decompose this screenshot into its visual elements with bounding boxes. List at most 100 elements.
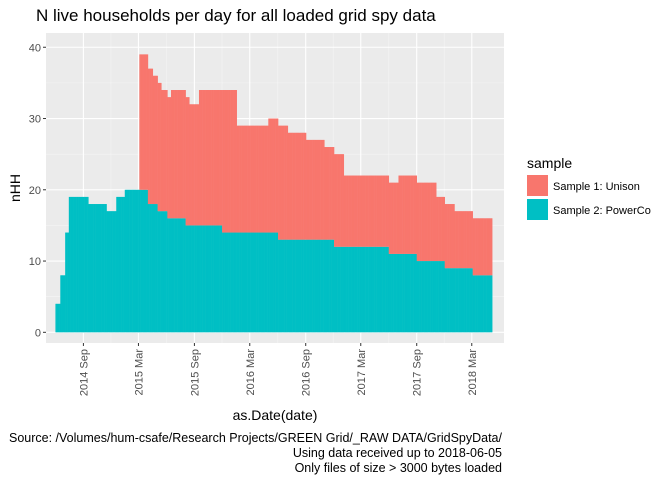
bar-powerco — [141, 189, 144, 333]
bar-powerco — [420, 261, 422, 333]
bar-powerco — [71, 196, 73, 333]
bar-unison — [296, 132, 298, 240]
bar-unison — [169, 97, 172, 219]
bar-powerco — [332, 239, 335, 333]
bar-powerco — [262, 232, 264, 333]
bar-unison — [304, 132, 307, 240]
bar-unison — [478, 218, 481, 276]
bar-unison — [229, 90, 231, 233]
bar-unison — [426, 182, 428, 262]
bar-unison — [252, 125, 255, 233]
bar-unison — [184, 90, 186, 219]
bar-powerco — [143, 189, 145, 333]
bar-powerco — [122, 196, 124, 333]
bar-unison — [262, 125, 264, 233]
bar-powerco — [303, 239, 306, 333]
bar-powerco — [442, 261, 444, 333]
bar-unison — [235, 90, 237, 233]
bar-powerco — [376, 246, 379, 333]
caption-received: Using data received up to 2018-06-05 — [292, 446, 502, 460]
bar-unison — [359, 175, 362, 247]
bar-powerco — [387, 246, 390, 333]
bar-powerco — [153, 204, 156, 333]
bar-powerco — [307, 239, 309, 333]
bar-powerco — [203, 225, 206, 333]
bar-powerco — [79, 196, 82, 333]
y-axis-title: nHH — [7, 174, 23, 202]
bar-unison — [157, 82, 160, 212]
bar-unison — [471, 211, 473, 269]
bar-powerco — [402, 253, 404, 333]
bar-powerco — [256, 232, 258, 333]
bar-unison — [467, 211, 470, 269]
bar-powerco — [136, 189, 139, 333]
bar-powerco — [486, 275, 488, 333]
bar-powerco — [198, 225, 201, 333]
bar-powerco — [392, 253, 394, 333]
bar-unison — [195, 104, 197, 226]
bar-powerco — [61, 275, 64, 333]
bar-unison — [383, 175, 386, 247]
bar-powerco — [369, 246, 371, 333]
bar-powerco — [357, 246, 359, 333]
bar-powerco — [408, 253, 410, 333]
bar-powerco — [389, 253, 392, 333]
bar-powerco — [160, 211, 162, 333]
bar-powerco — [93, 204, 95, 333]
bar-unison — [473, 218, 476, 276]
bar-unison — [318, 139, 320, 240]
bar-powerco — [293, 239, 296, 333]
bar-unison — [228, 90, 230, 233]
bar-unison — [253, 125, 256, 233]
bar-powerco — [102, 204, 105, 333]
bar-powerco — [286, 239, 289, 333]
bar-powerco — [460, 268, 463, 333]
bar-powerco — [257, 232, 259, 333]
bar-powerco — [223, 232, 225, 333]
bar-powerco — [431, 261, 433, 333]
bar-powerco — [144, 189, 146, 333]
bar-unison — [462, 211, 465, 269]
bar-powerco — [361, 246, 364, 333]
bar-powerco — [233, 232, 235, 333]
bar-unison — [251, 125, 253, 233]
y-tick-label: 0 — [35, 327, 41, 339]
bar-unison — [222, 90, 224, 233]
bar-unison — [320, 139, 323, 240]
bar-powerco — [258, 232, 261, 333]
bar-unison — [241, 125, 244, 233]
bar-unison — [397, 182, 399, 254]
bar-unison — [163, 90, 166, 212]
x-axis-title: as.Date(date) — [233, 407, 318, 423]
bar-powerco — [421, 261, 424, 333]
bar-powerco — [473, 275, 476, 333]
bar-powerco — [206, 225, 208, 333]
bar-powerco — [229, 232, 231, 333]
bar-powerco — [59, 303, 61, 333]
bar-powerco — [184, 218, 186, 333]
bar-unison — [146, 54, 149, 190]
bar-unison — [458, 211, 460, 269]
bar-unison — [151, 68, 154, 205]
bar-unison — [326, 147, 329, 240]
bar-powerco — [192, 225, 195, 333]
bar-unison — [242, 125, 245, 233]
bar-powerco — [216, 225, 218, 333]
bar-powerco — [94, 204, 96, 333]
bar-powerco — [217, 225, 219, 333]
bar-unison — [186, 97, 189, 226]
bar-powerco — [368, 246, 370, 333]
bar-powerco — [414, 253, 416, 333]
bar-unison — [382, 175, 385, 247]
bar-powerco — [437, 261, 439, 333]
bar-powerco — [214, 225, 217, 333]
bar-powerco — [253, 232, 256, 333]
bar-unison — [321, 139, 324, 240]
bar-powerco — [469, 268, 471, 333]
bar-powerco — [292, 239, 295, 333]
bar-powerco — [57, 303, 60, 333]
bar-powerco — [239, 232, 241, 333]
bar-powerco — [405, 253, 408, 333]
bar-unison — [230, 90, 233, 233]
y-ticks: 0 10 20 30 40 — [29, 42, 46, 339]
